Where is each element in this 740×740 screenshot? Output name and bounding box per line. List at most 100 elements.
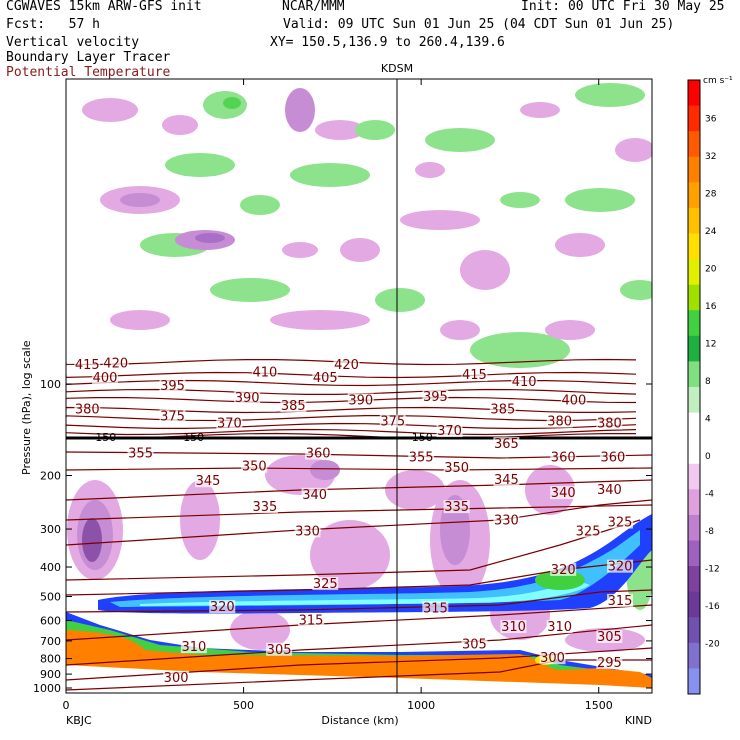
theta-contour-line [66, 659, 652, 691]
theta-label-bg [163, 670, 190, 684]
velocity-down-blob [180, 480, 220, 560]
theta-contour-label: 395 [423, 390, 448, 405]
velocity-down-blob [415, 162, 445, 178]
left-endpoint-label: KBJC [66, 714, 92, 727]
velocity-up-blob [425, 128, 495, 152]
theta-label-bg [461, 637, 488, 651]
theta-label-bg [74, 358, 101, 372]
theta-label-bg [575, 524, 602, 538]
colorbar-swatch [688, 438, 700, 465]
colorbar-label: -4 [705, 490, 714, 500]
velocity-down-blob [110, 310, 170, 330]
theta-contour-line [66, 379, 637, 387]
theta-label-bg [607, 515, 634, 529]
theta-contour-label: 365 [494, 437, 519, 452]
theta-contour-label: 305 [462, 637, 487, 652]
theta-label-bg [180, 640, 207, 654]
y-tick-label: 1000 [33, 682, 61, 695]
theta-contour-label: 325 [608, 516, 633, 531]
theta-contour-line [66, 559, 652, 596]
theta-label-bg [234, 391, 261, 405]
velocity-down-blob [555, 233, 605, 257]
theta-contour-label: 385 [490, 402, 515, 417]
colorbar-label: 4 [705, 415, 711, 425]
theta-label-bg [546, 414, 573, 428]
velocity-down-blob [230, 610, 290, 650]
velocity-down-blob [270, 310, 370, 330]
theta-label-bg [546, 620, 573, 634]
theta-contour-line [66, 396, 637, 404]
theta-label-bg [294, 524, 321, 538]
level-150-labels: 150 150 150 [95, 431, 432, 444]
theta-label-bg [333, 358, 360, 372]
colorbar-swatch [688, 105, 700, 132]
colorbar-swatch [688, 361, 700, 388]
theta-label-bg [312, 577, 339, 591]
theta-contour-line [66, 504, 652, 521]
theta-contour-label: 310 [547, 620, 572, 635]
theta-contour-label: 315 [608, 594, 633, 609]
y-tick-label: 700 [40, 635, 61, 648]
velocity-up-blob [223, 97, 241, 109]
x-tick-label: 500 [233, 699, 254, 712]
theta-contour-label: 345 [196, 474, 221, 489]
colorbar-swatch [688, 514, 700, 541]
level-150-label: 150 [95, 431, 116, 444]
theta-contour-label: 320 [608, 560, 633, 575]
theta-label-bg [241, 459, 268, 473]
theta-contour-label: 315 [299, 614, 324, 629]
colorbar-label: 12 [705, 340, 716, 350]
theta-contour-line [66, 479, 652, 501]
colorbar-swatch [688, 80, 700, 107]
theta-contour-label: 350 [444, 461, 469, 476]
colorbar-label: 32 [705, 152, 716, 162]
theta-label-bg [493, 513, 520, 527]
theta-contour-label: 330 [295, 524, 320, 539]
theta-contour-label: 375 [380, 415, 405, 430]
x-tick-label: 0 [63, 699, 70, 712]
velocity-up-blob [575, 83, 645, 107]
colorbar-label: 20 [705, 264, 717, 274]
theta-label-bg [511, 375, 538, 388]
theta-label-bg [92, 370, 119, 384]
theta-label-bg [436, 424, 463, 438]
velocity-up-blob [210, 278, 290, 302]
theta-label-bg [312, 370, 339, 384]
x-tick-label: 1500 [585, 699, 613, 712]
theta-label-bg [500, 620, 527, 634]
theta-label-bg [74, 402, 101, 416]
tracer-elevated-inner [140, 580, 590, 606]
velocity-down-blob [615, 138, 652, 162]
theta-label-bg [266, 642, 293, 656]
velocity-down-blob [340, 238, 380, 262]
theta-contour-line [66, 415, 637, 422]
theta-contour-line [66, 371, 637, 379]
theta-contour-label: 385 [281, 399, 306, 414]
colorbar-swatch [688, 284, 700, 311]
theta-contour-label: 325 [313, 577, 338, 592]
y-tick-label: 800 [40, 653, 61, 666]
theta-label-bg [493, 437, 520, 451]
theta-label-bg [443, 461, 470, 475]
colorbar-frame [687, 79, 701, 695]
velocity-up-blob [165, 153, 235, 177]
theta-contour-line [66, 624, 652, 666]
station-label: KDSM [381, 62, 413, 75]
theta-label-bg [298, 613, 325, 627]
init-time: Init: 00 UTC Fri 30 May 25 [521, 0, 725, 14]
theta-contour-label: 340 [551, 486, 576, 501]
y-tick-label: 200 [40, 470, 61, 483]
velocity-down-blob [385, 470, 445, 510]
x-axis-ticks: 0 500 1000 1500 [63, 79, 613, 712]
theta-label-bg [209, 600, 236, 614]
level-150-label: 150 [183, 431, 204, 444]
theta-label-bg [408, 450, 435, 464]
cross-section-xy: XY= 150.5,136.9 to 260.4,139.6 [270, 35, 505, 50]
theta-label-bg [127, 446, 154, 460]
theta-contour-label: 370 [217, 417, 242, 432]
theta-contour-label: 360 [551, 450, 576, 465]
theta-contour-label: 390 [235, 391, 260, 406]
colorbar-swatch [688, 259, 700, 286]
